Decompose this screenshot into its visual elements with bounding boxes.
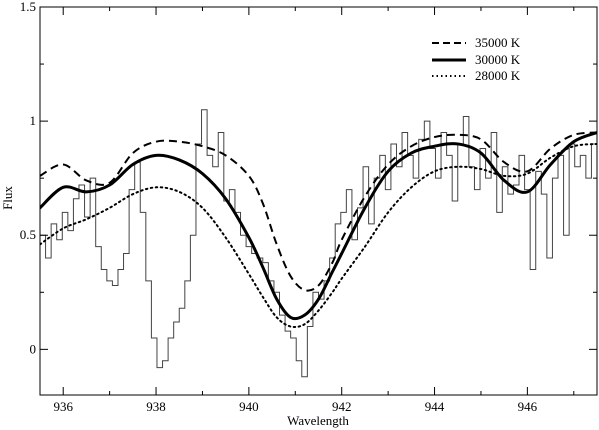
series-35000-line: [40, 131, 597, 292]
legend: 35000 K 30000 K 28000 K: [423, 28, 541, 86]
tick-labels-layer: 936 938 940 942 944 946 0 0.5 1 1.5: [20, 0, 538, 414]
y-tick-label: 0: [30, 341, 37, 356]
ticks-layer: [40, 6, 597, 395]
x-tick-label: 944: [425, 399, 445, 414]
legend-label-35000: 35000 K: [475, 35, 521, 50]
y-tick-label: 1.5: [20, 0, 36, 14]
legend-box: [423, 28, 541, 86]
x-tick-label: 942: [332, 399, 352, 414]
observed-spectrum-line: [40, 109, 597, 378]
series-28000-line: [40, 142, 597, 329]
y-axis-title: Flux: [0, 186, 15, 210]
x-tick-label: 940: [239, 399, 259, 414]
x-axis-title: Wavelength: [287, 413, 349, 428]
x-tick-label: 946: [518, 399, 538, 414]
series-30000-line: [40, 131, 597, 321]
y-tick-label: 0.5: [20, 227, 36, 242]
series-layer: [40, 109, 597, 378]
plot-frame: [39, 6, 598, 396]
legend-label-30000: 30000 K: [475, 52, 521, 67]
x-tick-label: 938: [146, 399, 166, 414]
legend-label-28000: 28000 K: [475, 68, 521, 83]
y-tick-label: 1: [30, 113, 37, 128]
x-tick-label: 936: [53, 399, 73, 414]
